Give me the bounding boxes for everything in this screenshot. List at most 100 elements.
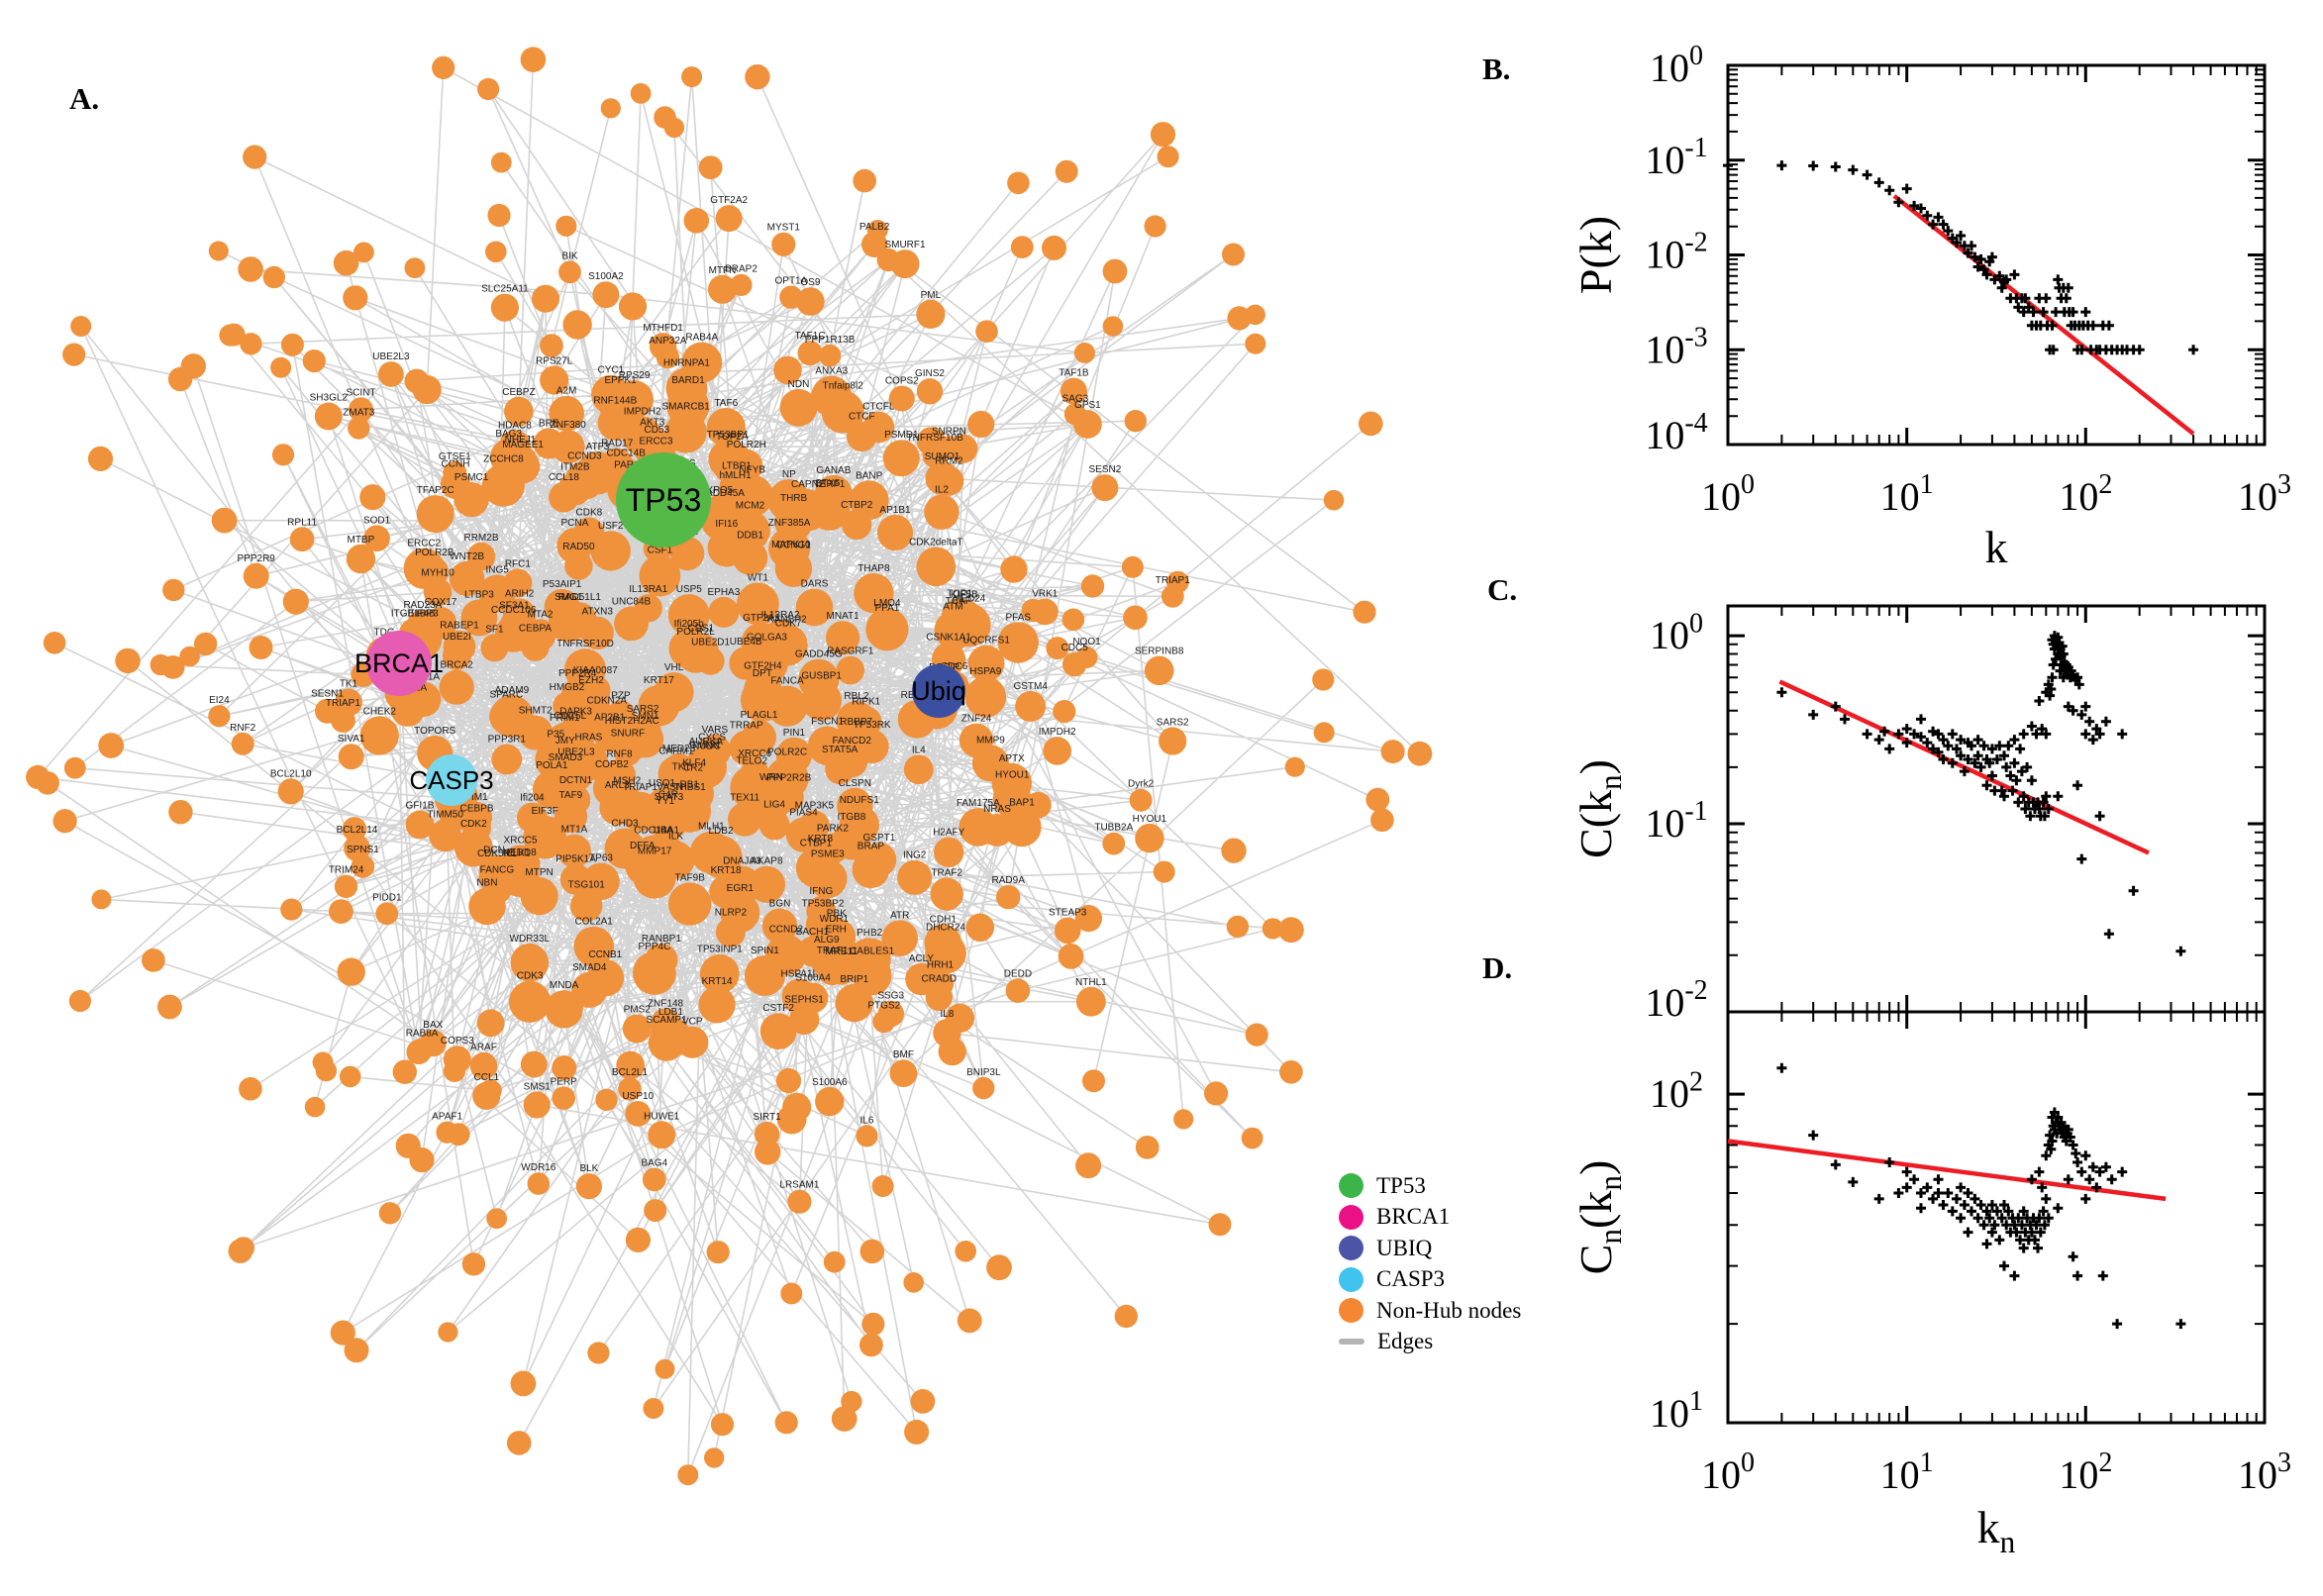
network-node	[562, 602, 597, 637]
network-node	[1091, 474, 1119, 502]
tick-label: 101	[1880, 469, 1934, 519]
gene-label: RPS29	[619, 370, 651, 381]
hub-label-tp53: TP53	[626, 482, 701, 518]
network-node	[1153, 860, 1175, 883]
network-node	[280, 898, 303, 921]
gene-label: COPB2	[595, 759, 629, 770]
gene-label: ING2	[903, 850, 927, 861]
gene-label: NDUFS1	[840, 795, 879, 806]
network-node	[744, 955, 785, 996]
gene-label: HSPA9	[969, 666, 1001, 677]
network-node	[1063, 403, 1086, 426]
network-node	[1010, 236, 1034, 258]
gene-label: ITM2B	[560, 462, 590, 473]
gene-label: PERP	[551, 1076, 578, 1087]
network-node	[801, 680, 842, 722]
gene-label: SF1	[485, 624, 504, 635]
network-node	[479, 1079, 502, 1102]
gene-label: COL2A1	[575, 917, 614, 928]
gene-label: PARK2	[817, 823, 849, 834]
gene-label: UBA1	[654, 825, 680, 836]
gene-label: MMP9	[976, 735, 1005, 746]
network-node	[664, 411, 707, 453]
network-node	[63, 756, 86, 779]
gene-label: TSG101	[568, 880, 606, 891]
network-node	[517, 802, 548, 834]
network-node	[354, 242, 374, 263]
network-node	[854, 573, 894, 614]
gene-label: PRIM1	[550, 713, 580, 724]
gene-label: GTF2A1	[743, 613, 780, 624]
network-node	[806, 896, 837, 927]
network-node	[315, 698, 340, 724]
gene-label: AP2B1	[594, 713, 626, 724]
network-node	[775, 737, 813, 774]
gene-label: FAM175A	[957, 798, 1000, 809]
network-node	[1025, 791, 1052, 819]
network-node	[965, 913, 995, 943]
network-node	[972, 1076, 995, 1100]
gene-label: CDC14B	[606, 449, 646, 459]
gene-label: KIAA0087	[573, 665, 618, 676]
network-node	[1060, 377, 1087, 405]
gene-label: LRSAM1	[779, 1180, 819, 1191]
network-node	[841, 1390, 862, 1413]
gene-label: TOP1	[947, 588, 972, 599]
gene-label: NRAS	[983, 804, 1011, 815]
gene-label: TP53BP1	[707, 430, 750, 441]
gene-label: PHB2	[857, 928, 883, 939]
network-node	[222, 323, 246, 347]
gene-label: CDK2	[460, 819, 487, 830]
gene-label: PPP3R1	[488, 735, 527, 746]
network-node	[487, 203, 511, 228]
gene-label: BGN	[769, 899, 791, 910]
gene-label: SLC25A11	[481, 284, 529, 295]
gene-label: TP53INP1	[697, 945, 744, 955]
gene-label: FANCD2	[832, 736, 871, 747]
hub-node-casp3	[426, 754, 477, 806]
network-node	[881, 920, 918, 956]
network-node	[485, 241, 507, 263]
gene-label: OPT1A	[775, 276, 808, 287]
network-node	[656, 345, 680, 369]
network-node	[520, 1050, 548, 1078]
network-node	[851, 706, 882, 738]
gene-label: HRAS	[575, 733, 603, 744]
gene-label: XRCC5	[504, 836, 538, 847]
network-node	[683, 208, 710, 234]
network-node	[1075, 647, 1098, 668]
gene-label: CDC6	[941, 661, 968, 672]
gene-label: BAG3	[495, 429, 522, 440]
gene-label: CDC5	[1061, 643, 1089, 653]
gene-label: PSMD1	[884, 430, 919, 441]
network-node	[447, 1123, 470, 1147]
gene-label: RANBP1	[642, 934, 681, 945]
network-node	[967, 410, 995, 439]
gene-label: PIN1	[783, 728, 806, 739]
network-node	[592, 281, 620, 309]
network-node	[1407, 741, 1433, 766]
legend-label: UBIQ	[1376, 1235, 1433, 1260]
gene-label: RFC1	[505, 558, 532, 569]
gene-label: BCL2L10	[270, 768, 312, 779]
tick-label: 103	[2238, 469, 2291, 519]
gene-label: SESN1	[311, 689, 344, 700]
gene-label: UBE2D1	[691, 638, 730, 648]
network-node	[706, 408, 746, 448]
network-node	[562, 310, 592, 340]
tick-label: 10-4	[1645, 408, 1707, 457]
network-node	[737, 582, 779, 626]
gene-label: HYOU1	[995, 770, 1030, 781]
gene-label: TERF1	[814, 479, 846, 490]
gene-label: TAF9	[559, 790, 583, 801]
gene-label: CEBPB	[460, 804, 494, 815]
network-node	[916, 299, 946, 329]
gene-label: IL6	[860, 1115, 874, 1126]
gene-label: ZNF24	[961, 714, 992, 725]
gene-label: COPS2	[885, 376, 919, 387]
gene-label: GTSE1	[439, 451, 471, 462]
network-node	[1353, 600, 1376, 624]
network-node	[570, 889, 603, 922]
network-node	[823, 1250, 846, 1273]
gene-label: KRT17	[644, 675, 674, 686]
